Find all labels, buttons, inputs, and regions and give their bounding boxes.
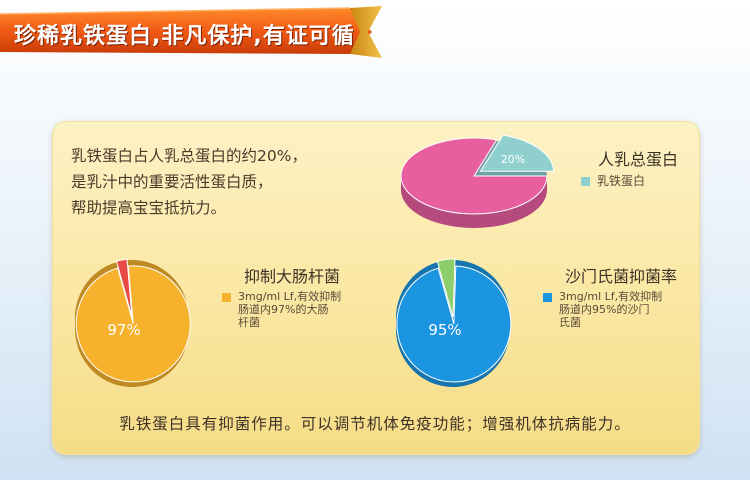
intro-text: 乳铁蛋白占人乳总蛋白的约20%， 是乳汁中的重要活性蛋白质， 帮助提高宝宝抵抗力… [71,143,391,221]
legend-line: 杆菌 [238,316,260,329]
legend-text-salmonella: 3mg/ml Lf,有效抑制 肠道内95%的沙门 氏菌 [559,290,662,329]
legend-text-ecoli: 3mg/ml Lf,有效抑制 肠道内97%的大肠 杆菌 [238,290,341,329]
bottom-note: 乳铁蛋白具有抑菌作用。可以调节机体免疫功能；增强机体抗病能力。 [119,415,631,433]
chart-title-protein: 人乳总蛋白 [598,150,679,169]
title-ribbon: 珍稀乳铁蛋白,非凡保护,有证可循 [0,6,382,58]
intro-line: 帮助提高宝宝抵抗力。 [71,199,227,217]
legend-line: 肠道内95%的沙门 [559,303,650,316]
banner-title: 珍稀乳铁蛋白,非凡保护,有证可循 [14,24,355,49]
legend-line: 肠道内97%的大肠 [238,303,329,316]
pie-chart-protein: 20% [400,134,554,228]
pie-slice-2-1 [436,258,456,318]
pie-label-1: 97% [107,321,140,339]
chart-title-salmonella: 沙门氏菌抑菌率 [565,267,678,286]
legend-swatch-lactoferrin [581,177,590,186]
pie-label-0: 20% [501,153,525,166]
legend-line: 3mg/ml Lf,有效抑制 [238,290,342,303]
pie-slice-1-0 [75,265,191,383]
pie-chart-salmonella: 95% [396,258,512,387]
pie-label-2: 95% [428,321,461,339]
pie-slice-2-0 [396,265,512,383]
legend-swatch-salmonella [543,293,552,302]
legend-label-lactoferrin: 乳铁蛋白 [597,174,646,188]
legend-swatch-ecoli [222,293,231,302]
pie-slice-1-1 [115,258,133,318]
pie-slice-0-0 [479,134,554,172]
pie-chart-ecoli: 97% [74,258,191,387]
intro-line: 乳铁蛋白占人乳总蛋白的约20%， [71,147,307,165]
legend-line: 3mg/ml Lf,有效抑制 [559,290,663,303]
intro-line: 是乳汁中的重要活性蛋白质， [71,173,273,191]
ribbon-shape [0,6,382,58]
legend-line: 氏菌 [559,316,581,329]
pie-slice-0-1 [400,137,548,215]
chart-title-ecoli: 抑制大肠杆菌 [244,267,341,286]
